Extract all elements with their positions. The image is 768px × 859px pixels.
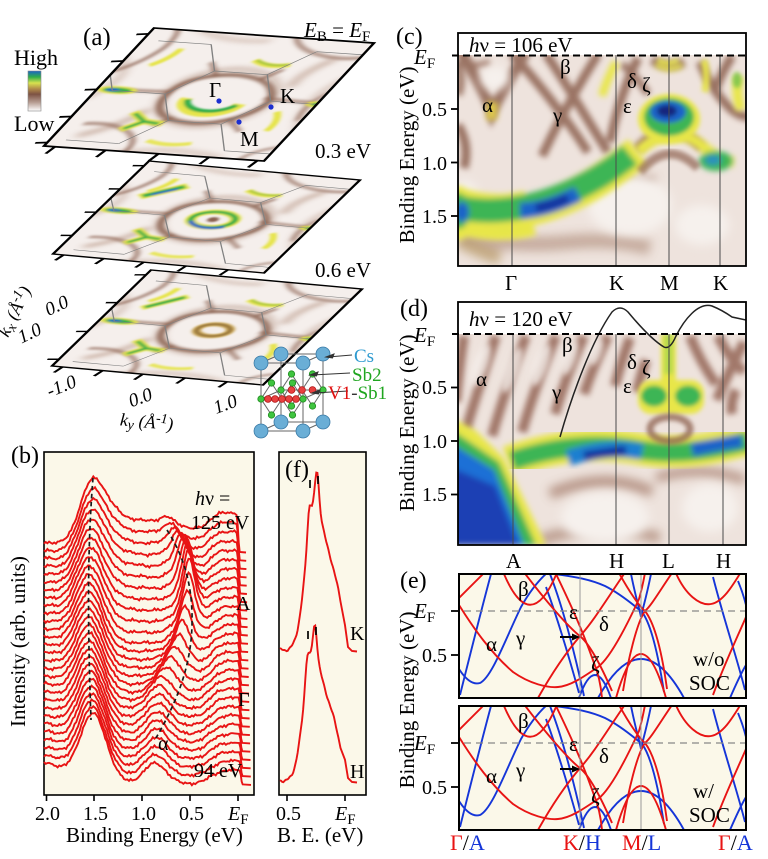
svg-text:V1-Sb1: V1-Sb1 [328, 383, 387, 404]
svg-text:α: α [486, 632, 497, 656]
svg-text:Low: Low [14, 111, 54, 136]
svg-text:Γ: Γ [209, 78, 221, 102]
svg-text:Binding Energy (eV): Binding Energy (eV) [66, 823, 243, 847]
svg-text:hν = 106 eV: hν = 106 eV [469, 33, 573, 57]
svg-text:H: H [716, 549, 731, 573]
svg-text:0.0: 0.0 [126, 384, 156, 412]
svg-text:β: β [562, 333, 573, 357]
svg-text:β: β [518, 709, 529, 733]
svg-text:2.0: 2.0 [35, 803, 60, 825]
svg-text:SOC: SOC [689, 803, 730, 827]
svg-text:94 eV: 94 eV [194, 760, 243, 782]
svg-text:ε: ε [569, 732, 578, 756]
svg-text:EB = EF: EB = EF [303, 18, 370, 45]
svg-text:Binding Energy (eV): Binding Energy (eV) [395, 612, 419, 789]
svg-text:0.0: 0.0 [42, 291, 73, 320]
svg-text:K: K [350, 623, 365, 645]
svg-text:125 eV: 125 eV [191, 512, 250, 534]
svg-text:β: β [518, 577, 529, 601]
svg-text:δ: δ [627, 69, 637, 93]
svg-text:hν =: hν = [195, 488, 230, 510]
svg-text:(b): (b) [11, 443, 39, 469]
svg-text:Binding Energy (eV): Binding Energy (eV) [395, 335, 419, 512]
svg-text:M: M [240, 127, 259, 151]
svg-text:α: α [482, 93, 493, 117]
svg-text:L: L [662, 549, 675, 573]
svg-text:1.0: 1.0 [211, 391, 241, 419]
svg-text:Γ/A: Γ/A [718, 830, 753, 855]
svg-text:(a): (a) [83, 24, 111, 51]
svg-text:1.0: 1.0 [131, 803, 156, 825]
svg-text:Γ: Γ [505, 271, 517, 295]
svg-text:A: A [236, 593, 251, 615]
svg-text:SOC: SOC [689, 671, 730, 695]
svg-text:ζ: ζ [591, 784, 600, 808]
svg-text:A: A [506, 549, 522, 573]
svg-text:K: K [280, 84, 295, 108]
svg-text:ζ: ζ [642, 356, 651, 380]
svg-text:δ: δ [599, 612, 609, 636]
svg-text:0.5: 0.5 [422, 99, 447, 121]
svg-text:M/L: M/L [622, 830, 661, 855]
svg-text:w/: w/ [693, 779, 714, 803]
svg-text:ζ: ζ [642, 73, 651, 97]
svg-text:1.5: 1.5 [83, 803, 108, 825]
svg-text:0.3 eV: 0.3 eV [315, 139, 371, 163]
svg-text:1.0: 1.0 [422, 431, 447, 453]
svg-text:B. E. (eV): B. E. (eV) [277, 823, 363, 847]
svg-text:δ: δ [599, 744, 609, 768]
svg-text:0.5: 0.5 [422, 777, 447, 799]
svg-text:K: K [609, 271, 624, 295]
svg-text:γ: γ [552, 103, 562, 127]
svg-text:0.6 eV: 0.6 eV [315, 258, 371, 282]
svg-text:α: α [158, 733, 169, 755]
svg-text:M: M [660, 271, 679, 295]
svg-text:H: H [350, 761, 364, 783]
svg-text:α: α [476, 367, 487, 391]
svg-text:γ: γ [515, 626, 525, 650]
svg-text:ζ: ζ [591, 652, 600, 676]
svg-text:(c): (c) [396, 24, 423, 50]
svg-text:γ: γ [515, 758, 525, 782]
svg-text:0.5: 0.5 [422, 377, 447, 399]
svg-text:γ: γ [551, 380, 561, 404]
svg-text:K: K [713, 271, 728, 295]
svg-text:0.5: 0.5 [179, 803, 204, 825]
svg-text:δ: δ [627, 350, 637, 374]
svg-text:Cs: Cs [354, 346, 374, 367]
svg-text:(e): (e) [400, 568, 427, 594]
svg-text:H: H [609, 549, 624, 573]
svg-text:High: High [14, 45, 58, 70]
svg-text:ε: ε [623, 374, 632, 398]
svg-text:1.5: 1.5 [422, 484, 447, 506]
svg-text:Intensity (arb. units): Intensity (arb. units) [6, 556, 30, 727]
svg-text:0.5: 0.5 [276, 803, 301, 825]
svg-text:ε: ε [569, 600, 578, 624]
svg-text:hν = 120 eV: hν = 120 eV [469, 307, 573, 331]
svg-text:Γ/A: Γ/A [450, 830, 485, 855]
svg-text:0.5: 0.5 [422, 645, 447, 667]
svg-text:Binding Energy (eV): Binding Energy (eV) [395, 67, 419, 244]
svg-text:β: β [560, 55, 571, 79]
svg-text:ε: ε [623, 94, 632, 118]
svg-text:w/o: w/o [693, 647, 725, 671]
svg-text:α: α [486, 764, 497, 788]
svg-text:Sb2: Sb2 [352, 365, 382, 386]
svg-text:K/H: K/H [563, 830, 601, 855]
svg-text:1.0: 1.0 [422, 153, 447, 175]
svg-text:-1.0: -1.0 [44, 371, 80, 402]
svg-text:Γ: Γ [238, 689, 250, 711]
svg-text:(f): (f) [285, 457, 309, 483]
svg-text:(d): (d) [400, 296, 428, 322]
svg-text:1.5: 1.5 [422, 206, 447, 228]
